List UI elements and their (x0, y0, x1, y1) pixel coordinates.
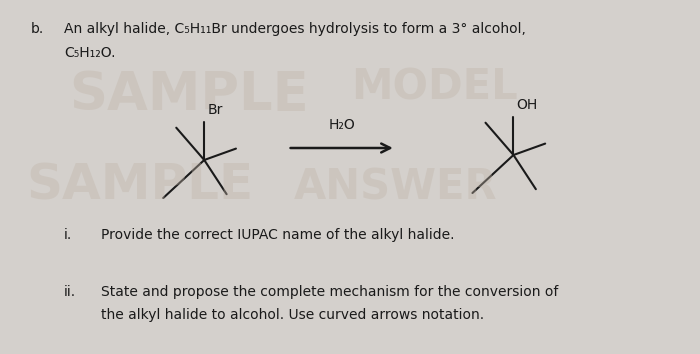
Text: ANSWER: ANSWER (294, 167, 498, 209)
Text: b.: b. (31, 22, 43, 36)
Text: Br: Br (207, 103, 223, 117)
Text: SAMPLE: SAMPLE (27, 161, 254, 209)
Text: Provide the correct IUPAC name of the alkyl halide.: Provide the correct IUPAC name of the al… (102, 228, 455, 242)
Text: MODEL: MODEL (351, 67, 518, 109)
Text: An alkyl halide, C₅H₁₁Br undergoes hydrolysis to form a 3° alcohol,: An alkyl halide, C₅H₁₁Br undergoes hydro… (64, 22, 526, 36)
Text: the alkyl halide to alcohol. Use curved arrows notation.: the alkyl halide to alcohol. Use curved … (102, 308, 484, 322)
Text: H₂O: H₂O (328, 118, 355, 132)
Text: ii.: ii. (64, 285, 76, 299)
Text: i.: i. (64, 228, 72, 242)
Text: SAMPLE: SAMPLE (70, 69, 309, 121)
Text: State and propose the complete mechanism for the conversion of: State and propose the complete mechanism… (102, 285, 559, 299)
Text: C₅H₁₂O.: C₅H₁₂O. (64, 46, 116, 60)
Text: OH: OH (517, 98, 538, 112)
